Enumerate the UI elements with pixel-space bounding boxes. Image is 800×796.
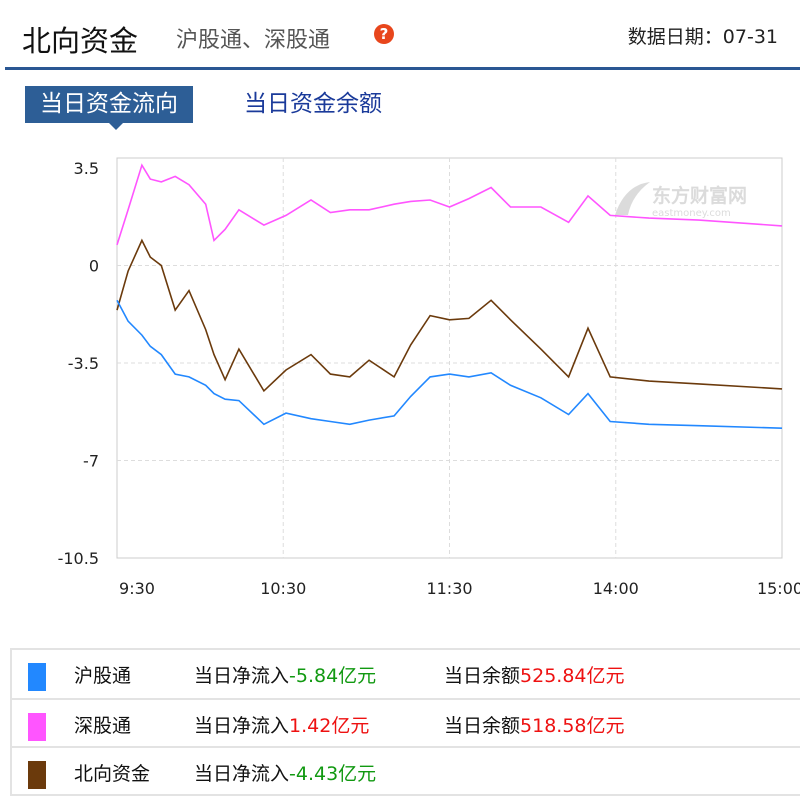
balance-text: 当日余额518.58亿元 [444, 711, 625, 738]
line-chart: 东方财富网 eastmoney.com 3.5 0 -3.5 -7 -10.5 9:30 1… [58, 157, 800, 598]
y-tick-label: 0 [89, 257, 99, 276]
x-tick-label: 14:00 [593, 579, 639, 598]
balance-value: 525.84亿元 [520, 665, 625, 687]
balance-label: 当日余额 [444, 715, 521, 737]
legend-row-sz: 深股通 当日净流入1.42亿元 当日余额518.58亿元 [10, 698, 800, 748]
y-tick-label: -3.5 [68, 354, 99, 373]
series-line [116, 163, 783, 246]
flow-text: 当日净流入-4.43亿元 [194, 759, 376, 786]
y-tick-label: 3.5 [74, 159, 99, 178]
date-value: 07-31 [722, 26, 778, 48]
svg-text:东方财富网: 东方财富网 [652, 184, 747, 207]
flow-label: 当日净流入 [194, 763, 290, 785]
flow-label: 当日净流入 [194, 715, 290, 737]
series-line [116, 238, 783, 393]
date-label: 数据日期： [627, 26, 723, 48]
legend-name: 沪股通 [74, 665, 132, 687]
flow-text: 当日净流入1.42亿元 [194, 711, 369, 738]
legend-swatch [28, 761, 46, 789]
divider [5, 67, 800, 70]
page-title: 北向资金 [22, 24, 139, 58]
flow-label: 当日净流入 [194, 665, 290, 687]
y-tick-label: -10.5 [58, 549, 99, 568]
tab-daily-balance[interactable]: 当日资金余额 [244, 91, 382, 117]
x-tick-label: 10:30 [260, 579, 306, 598]
balance-text: 当日余额525.84亿元 [444, 661, 625, 688]
watermark-logo-icon [615, 182, 650, 215]
tab-daily-flow[interactable]: 当日资金流向 [25, 86, 193, 130]
x-tick-label: 11:30 [426, 579, 472, 598]
legend-name: 北向资金 [74, 763, 151, 785]
watermark: 东方财富网 eastmoney.com [615, 182, 747, 219]
y-tick-label: -7 [83, 452, 99, 471]
legend-name: 深股通 [74, 715, 132, 737]
balance-value: 518.58亿元 [520, 715, 625, 737]
legend-swatch [28, 713, 46, 741]
date-display: 数据日期：07-31 [628, 22, 778, 49]
legend-row-sh: 沪股通 当日净流入-5.84亿元 当日余额525.84亿元 [10, 648, 800, 700]
series-line [116, 299, 783, 429]
legend-swatch [28, 663, 46, 691]
flow-text: 当日净流入-5.84亿元 [194, 661, 376, 688]
balance-label: 当日余额 [444, 665, 521, 687]
question-icon[interactable]: ? [374, 24, 394, 44]
x-tick-label: 15:00 [757, 579, 800, 598]
subtitle: 沪股通、深股通 [176, 28, 331, 53]
flow-value: 1.42亿元 [289, 715, 370, 737]
flow-value: -4.43亿元 [289, 763, 377, 785]
x-tick-label: 9:30 [119, 579, 155, 598]
flow-value: -5.84亿元 [289, 665, 377, 687]
svg-text:eastmoney.com: eastmoney.com [652, 208, 731, 219]
